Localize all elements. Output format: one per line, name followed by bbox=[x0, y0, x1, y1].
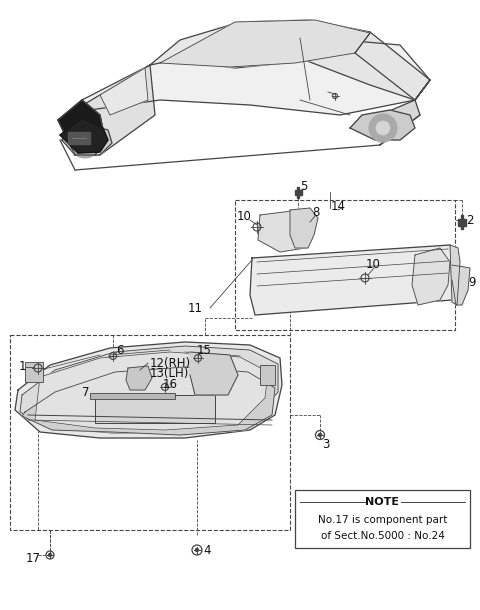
Text: of Sect.No.5000 : No.24: of Sect.No.5000 : No.24 bbox=[321, 531, 444, 541]
Text: 17: 17 bbox=[25, 551, 40, 564]
Text: 4: 4 bbox=[203, 545, 211, 558]
Bar bbox=[68, 132, 90, 144]
Text: 12(RH): 12(RH) bbox=[150, 356, 191, 370]
Text: 7: 7 bbox=[82, 386, 90, 398]
Polygon shape bbox=[58, 100, 105, 155]
Polygon shape bbox=[240, 22, 430, 100]
Polygon shape bbox=[150, 20, 370, 68]
Text: NOTE: NOTE bbox=[365, 497, 399, 507]
Polygon shape bbox=[58, 65, 155, 155]
Polygon shape bbox=[22, 367, 275, 435]
Text: 2: 2 bbox=[466, 214, 474, 226]
Polygon shape bbox=[100, 68, 148, 115]
Polygon shape bbox=[35, 352, 268, 430]
Circle shape bbox=[77, 135, 93, 151]
Circle shape bbox=[376, 121, 390, 135]
Polygon shape bbox=[20, 346, 278, 433]
Circle shape bbox=[319, 434, 322, 437]
Text: 5: 5 bbox=[300, 181, 308, 193]
Polygon shape bbox=[15, 342, 282, 438]
Bar bbox=[25, 362, 43, 382]
Circle shape bbox=[70, 128, 100, 158]
Bar bbox=[295, 190, 302, 195]
Polygon shape bbox=[190, 352, 238, 395]
Text: 9: 9 bbox=[468, 276, 476, 290]
Polygon shape bbox=[60, 118, 108, 153]
Polygon shape bbox=[350, 110, 415, 140]
Bar bbox=[10, 335, 290, 530]
Circle shape bbox=[195, 548, 199, 551]
Bar bbox=[458, 219, 466, 226]
Bar bbox=[235, 200, 455, 330]
Bar bbox=[95, 395, 215, 423]
Bar bbox=[295, 490, 470, 548]
Text: 14: 14 bbox=[331, 201, 346, 213]
Polygon shape bbox=[126, 366, 152, 390]
Text: No.17 is component part: No.17 is component part bbox=[318, 515, 447, 525]
Bar bbox=[260, 365, 275, 385]
Polygon shape bbox=[160, 20, 370, 67]
Text: 11: 11 bbox=[188, 301, 203, 315]
Text: 13(LH): 13(LH) bbox=[150, 367, 190, 379]
Text: 10: 10 bbox=[237, 209, 252, 223]
Text: 16: 16 bbox=[163, 378, 178, 392]
Polygon shape bbox=[258, 210, 310, 252]
Polygon shape bbox=[452, 265, 470, 305]
Text: 6: 6 bbox=[116, 343, 124, 356]
Text: 1: 1 bbox=[18, 361, 26, 373]
Text: 10: 10 bbox=[366, 257, 381, 270]
Text: 15: 15 bbox=[197, 343, 211, 356]
Text: 8: 8 bbox=[312, 207, 320, 220]
Text: 3: 3 bbox=[322, 437, 330, 451]
Polygon shape bbox=[450, 245, 460, 305]
Polygon shape bbox=[380, 80, 430, 145]
Polygon shape bbox=[58, 38, 430, 120]
Polygon shape bbox=[412, 248, 450, 305]
Polygon shape bbox=[62, 125, 112, 155]
Polygon shape bbox=[250, 245, 455, 315]
Bar bbox=[297, 187, 299, 198]
Circle shape bbox=[48, 553, 51, 556]
Bar bbox=[461, 215, 463, 229]
Circle shape bbox=[369, 114, 397, 142]
Bar bbox=[90, 393, 175, 399]
Polygon shape bbox=[290, 208, 318, 248]
